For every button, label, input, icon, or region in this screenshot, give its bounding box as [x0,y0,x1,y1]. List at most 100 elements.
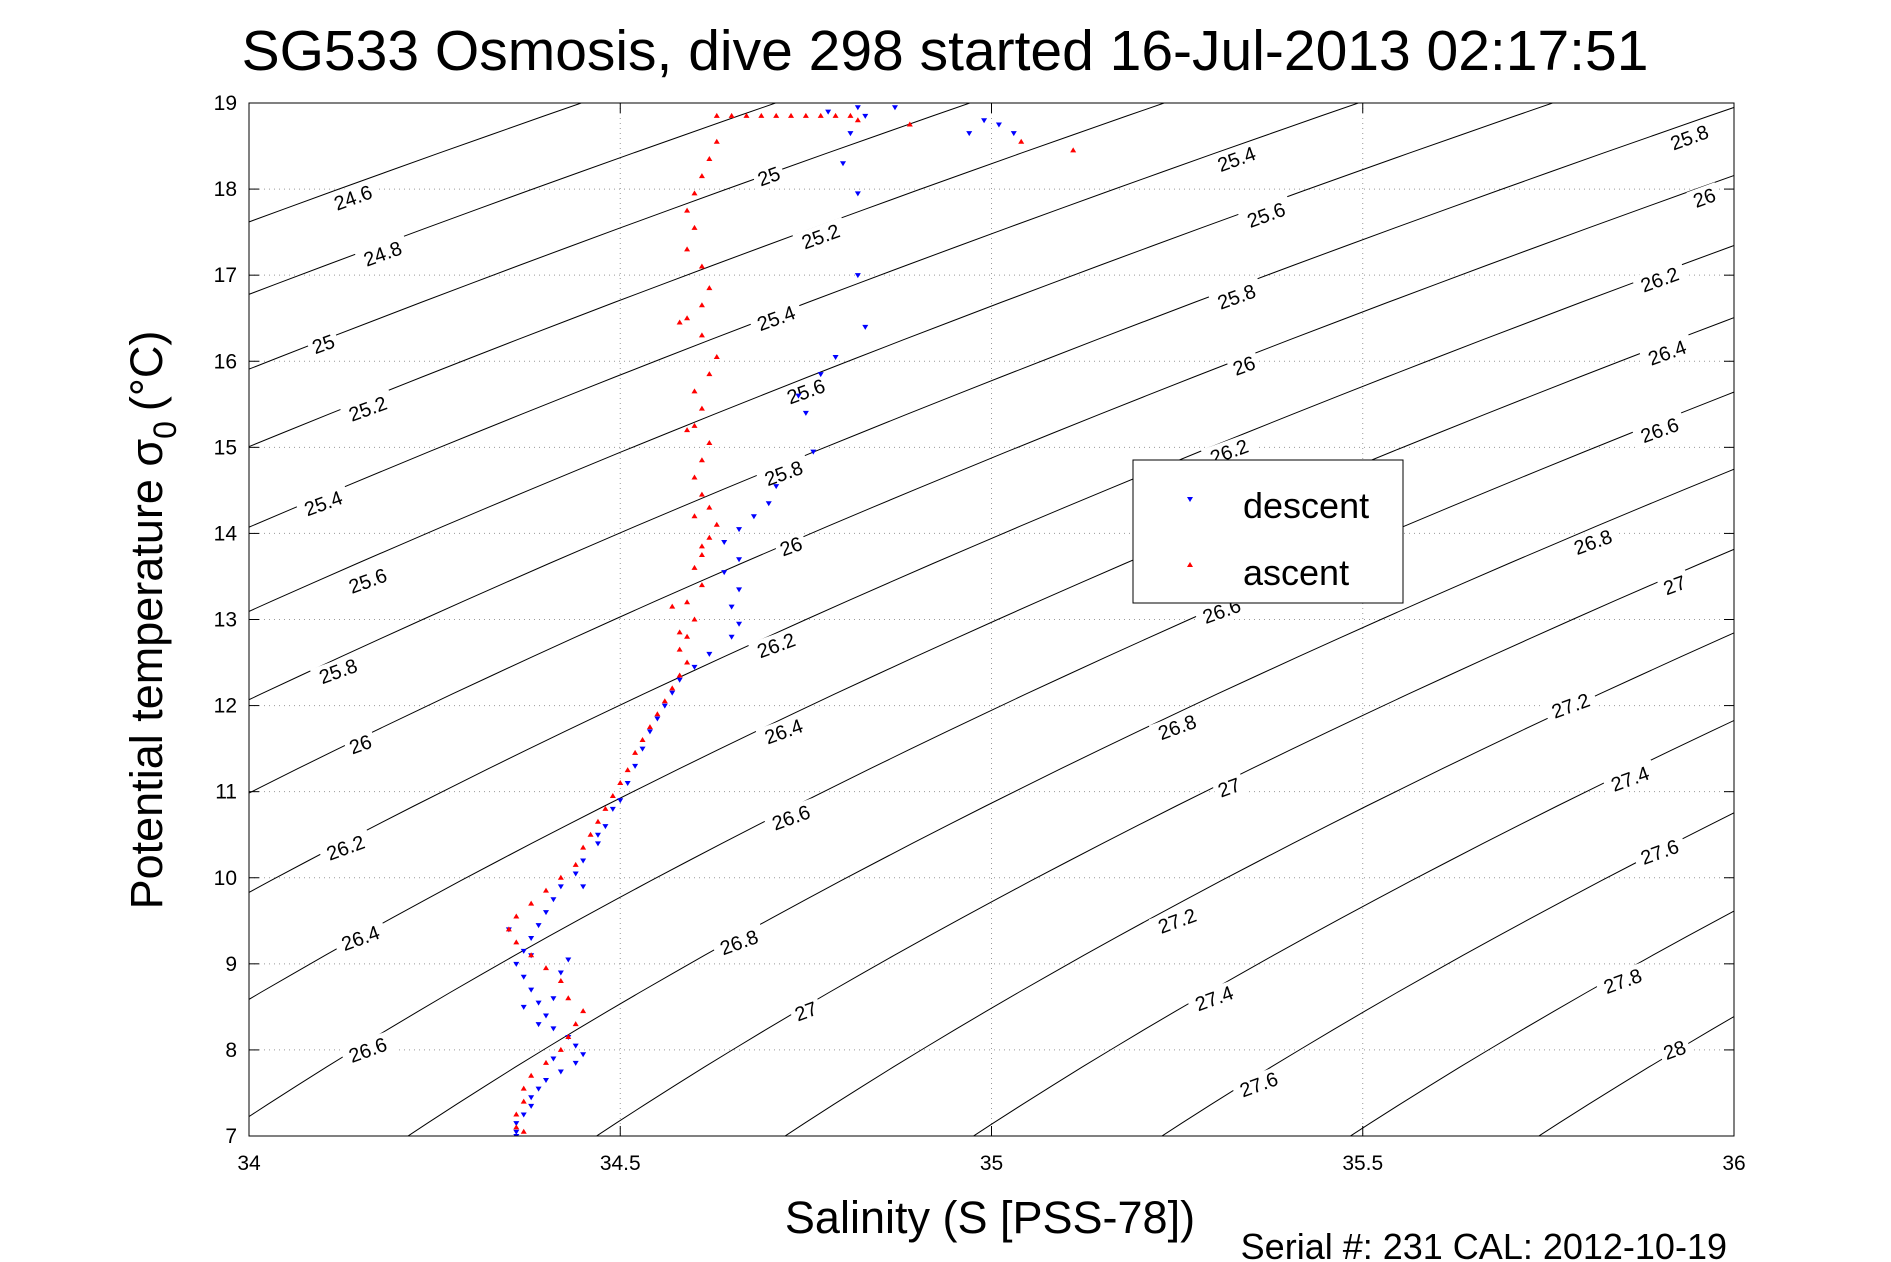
contour-label: 25 [750,160,787,192]
contour-label-bg [1542,686,1599,725]
contour-label-bg [788,995,824,1027]
y-tick-label: 11 [215,781,237,804]
contour-label-text: 26.2 [754,629,798,663]
y-tick-label: 19 [214,92,237,115]
contour-label: 27.4 [1186,979,1243,1018]
descent-point [676,677,683,683]
ascent-point [684,427,691,433]
descent-point [840,161,846,167]
ascent-point [854,117,861,123]
isopycnal-line [249,317,1734,1000]
isopycnal-line [249,103,972,370]
svg-text:Potential temperature σ0(°C): Potential temperature σ0 (°C) [121,331,183,910]
contour-label-bg [755,453,812,493]
descent-point [617,798,624,804]
ascent-point [528,952,535,958]
contour-label-bg [1208,139,1265,179]
contour-label-bg [1656,569,1693,601]
contour-label: 27 [1211,771,1247,803]
descent-point [513,1121,520,1127]
descent-point [528,1095,535,1101]
contour-label: 26 [1226,350,1262,382]
contour-label: 25.2 [792,217,849,256]
contour-label: 25 [305,328,342,360]
contour-label: 25.8 [755,453,812,493]
contour-label-text: 25.4 [302,487,346,521]
contour-label: 26 [342,728,379,760]
contour-label-bg [792,217,849,256]
ascent-point [676,629,683,635]
descent-point [721,570,728,576]
ascent-point [520,1085,527,1091]
contour-label: 25.4 [748,298,805,338]
contour-label: 26 [773,530,809,562]
descent-point [825,109,832,115]
descent-point [520,948,527,954]
ascent-point [513,939,520,945]
contour-label-text: 25.6 [1244,199,1288,233]
descent-point [580,884,587,890]
contour-label-bg [1686,182,1723,214]
ascent-point [572,861,579,867]
ascent-point [706,371,713,377]
ascent-point [565,1034,572,1040]
contour-label-text: 24.8 [361,238,405,272]
ascent-point [698,173,705,179]
contour-label-text: 27.6 [1237,1068,1281,1102]
contour-label-text: 27.4 [1192,982,1236,1016]
ascent-point [691,474,698,480]
contour-label-text: 26.4 [339,922,383,956]
contour-label: 26.8 [1564,522,1622,562]
descent-point [557,884,564,890]
isopycnal-line [972,719,1734,1136]
descent-point [661,703,668,709]
ascent-point [676,646,683,652]
contour-label-bg [324,178,382,217]
contour-label-bg [1631,260,1688,299]
descent-point [572,1043,579,1049]
descent-point [528,1103,535,1109]
descent-point [632,763,639,769]
contour-label-bg [762,798,820,837]
isopycnal-line [407,468,1734,1136]
descent-point [580,1052,587,1058]
y-tick-label: 10 [214,867,237,890]
ascent-point [684,599,691,605]
descent-point [609,806,616,812]
plot-frame [248,102,1735,1137]
ascent-point [557,1046,564,1052]
isopycnal-line [1161,812,1734,1136]
ascent-point [684,315,691,321]
contour-label: 26.6 [762,798,820,837]
descent-point [565,957,572,963]
contour-label-bg [1148,901,1206,941]
ascent-point [691,422,698,428]
contour-label-text: 25.4 [754,302,798,336]
descent-point [736,557,743,563]
ascent-point [728,112,735,118]
contour-label: 27.4 [1601,759,1659,799]
descent-point [862,113,869,119]
ascent-point [698,263,705,269]
ascent-point [706,504,713,510]
descent-point [513,961,520,967]
descent-point [669,690,676,696]
ascent-point [572,1021,579,1027]
ascent-point [706,440,713,446]
descent-point [966,131,973,137]
ascent-point [528,1072,535,1078]
x-tick-label: 35.5 [1342,1152,1383,1175]
ascent-point [698,551,705,557]
contour-label-bg [755,712,812,751]
ascent-point [698,405,705,411]
y-tick-label: 9 [225,953,237,976]
isopycnal-line [249,174,1734,794]
contour-label-bg [1211,771,1247,803]
descent-point [550,1026,557,1032]
descent-point [854,191,861,197]
ascent-point [1018,138,1025,144]
contour-label-bg [1230,1065,1287,1104]
ascent-point [698,302,705,308]
ascent-point [543,887,549,893]
contour-label-bg [777,372,835,411]
